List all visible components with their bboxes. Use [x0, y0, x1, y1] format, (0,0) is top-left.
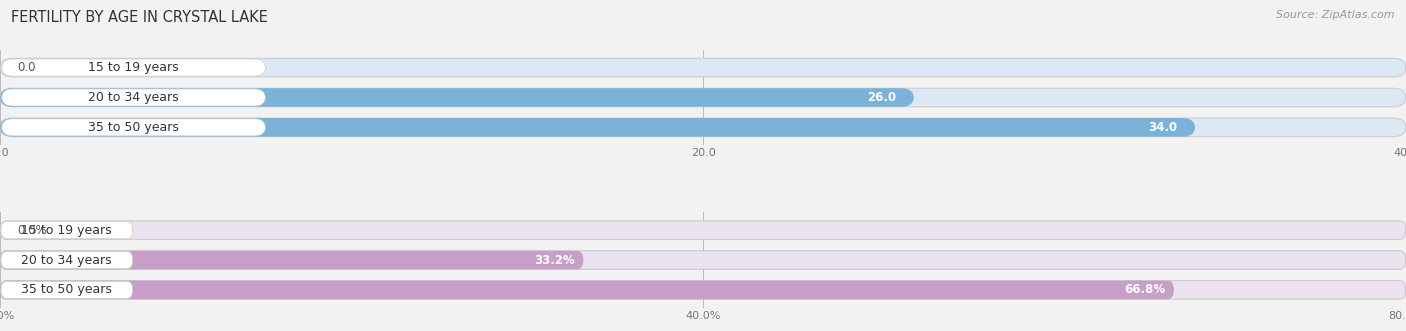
Text: 20 to 34 years: 20 to 34 years	[89, 91, 179, 104]
FancyBboxPatch shape	[1, 281, 132, 299]
FancyBboxPatch shape	[1, 89, 266, 106]
FancyBboxPatch shape	[0, 251, 583, 269]
FancyBboxPatch shape	[0, 88, 914, 107]
Text: 33.2%: 33.2%	[534, 254, 575, 266]
FancyBboxPatch shape	[1, 59, 266, 76]
Text: 15 to 19 years: 15 to 19 years	[21, 224, 112, 237]
FancyBboxPatch shape	[0, 251, 1406, 269]
FancyBboxPatch shape	[1, 252, 132, 268]
Text: 66.8%: 66.8%	[1125, 283, 1166, 296]
FancyBboxPatch shape	[0, 281, 1406, 299]
Text: 15 to 19 years: 15 to 19 years	[89, 61, 179, 74]
Text: Source: ZipAtlas.com: Source: ZipAtlas.com	[1277, 10, 1395, 20]
FancyBboxPatch shape	[0, 58, 1406, 77]
FancyBboxPatch shape	[0, 118, 1406, 137]
FancyBboxPatch shape	[0, 281, 1174, 299]
FancyBboxPatch shape	[1, 119, 266, 136]
Text: FERTILITY BY AGE IN CRYSTAL LAKE: FERTILITY BY AGE IN CRYSTAL LAKE	[11, 10, 269, 25]
Text: 35 to 50 years: 35 to 50 years	[21, 283, 112, 296]
FancyBboxPatch shape	[0, 88, 1406, 107]
Text: 0.0: 0.0	[17, 61, 35, 74]
FancyBboxPatch shape	[0, 118, 1195, 137]
Text: 34.0: 34.0	[1149, 121, 1177, 134]
Text: 0.0%: 0.0%	[17, 224, 46, 237]
Text: 35 to 50 years: 35 to 50 years	[89, 121, 179, 134]
Text: 20 to 34 years: 20 to 34 years	[21, 254, 112, 266]
FancyBboxPatch shape	[0, 221, 1406, 239]
Text: 26.0: 26.0	[868, 91, 897, 104]
FancyBboxPatch shape	[1, 222, 132, 239]
